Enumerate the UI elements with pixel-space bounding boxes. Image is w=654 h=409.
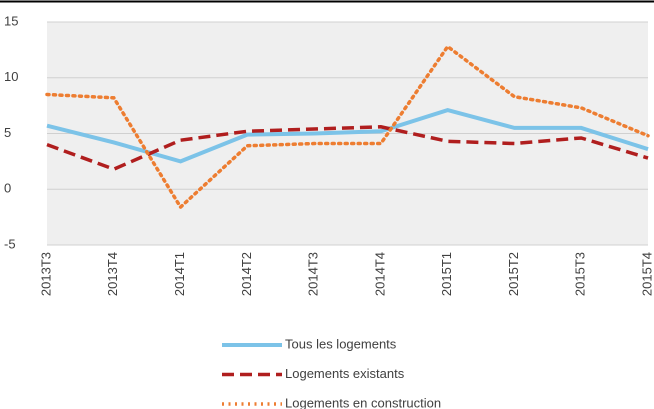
y-tick-label: 0	[4, 181, 11, 196]
series-line	[45, 44, 650, 210]
x-tick-label: 2015T2	[506, 252, 521, 296]
series-line	[46, 125, 649, 172]
y-tick-label: 15	[4, 13, 18, 28]
x-tick-label: 2013T4	[105, 252, 120, 296]
x-tick-label: 2013T3	[38, 252, 53, 296]
x-tick-label: 2015T1	[439, 252, 454, 296]
y-tick-label: 5	[4, 125, 11, 140]
x-tick-label: 2015T3	[573, 252, 588, 296]
x-tick-label: 2014T2	[239, 252, 254, 296]
x-tick-label: 2014T3	[306, 252, 321, 296]
legend-label: Tous les logements	[285, 336, 397, 351]
legend-label: Logements en construction	[285, 395, 441, 409]
y-tick-label: -5	[4, 236, 16, 251]
x-tick-label: 2015T4	[639, 252, 654, 296]
y-tick-label: 10	[4, 69, 18, 84]
x-tick-label: 2014T1	[172, 252, 187, 296]
x-tick-label: 2014T4	[372, 252, 387, 296]
legend-label: Logements existants	[285, 366, 405, 381]
